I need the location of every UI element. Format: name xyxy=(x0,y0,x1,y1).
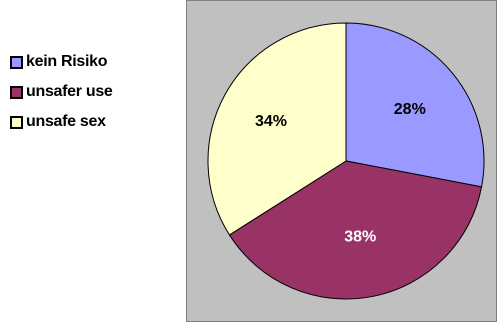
legend-item-unsafer-use: unsafer use xyxy=(10,77,113,107)
pie-chart: 28% 38% 34% xyxy=(186,0,497,322)
data-label-kein-risiko: 28% xyxy=(394,101,426,118)
pie-slice-unsafe-sex xyxy=(207,22,347,236)
legend-label-kein-risiko: kein Risiko xyxy=(26,53,108,70)
legend-swatch-unsafer-use xyxy=(10,85,23,99)
pie-slices xyxy=(207,22,485,300)
chart-legend: kein Risiko unsafer use unsafe sex xyxy=(10,47,113,137)
legend-label-unsafe-sex: unsafe sex xyxy=(26,113,106,130)
legend-label-unsafer-use: unsafer use xyxy=(26,83,113,100)
legend-item-kein-risiko: kein Risiko xyxy=(10,47,113,77)
legend-swatch-kein-risiko xyxy=(10,55,23,69)
pie-data-labels: 28% 38% 34% xyxy=(255,101,426,245)
pie-slice-kein-risiko xyxy=(345,22,485,188)
legend-item-unsafe-sex: unsafe sex xyxy=(10,107,113,137)
data-label-unsafe-sex: 34% xyxy=(255,113,287,130)
legend-swatch-unsafe-sex xyxy=(10,115,23,129)
data-label-unsafer-use: 38% xyxy=(344,229,376,246)
